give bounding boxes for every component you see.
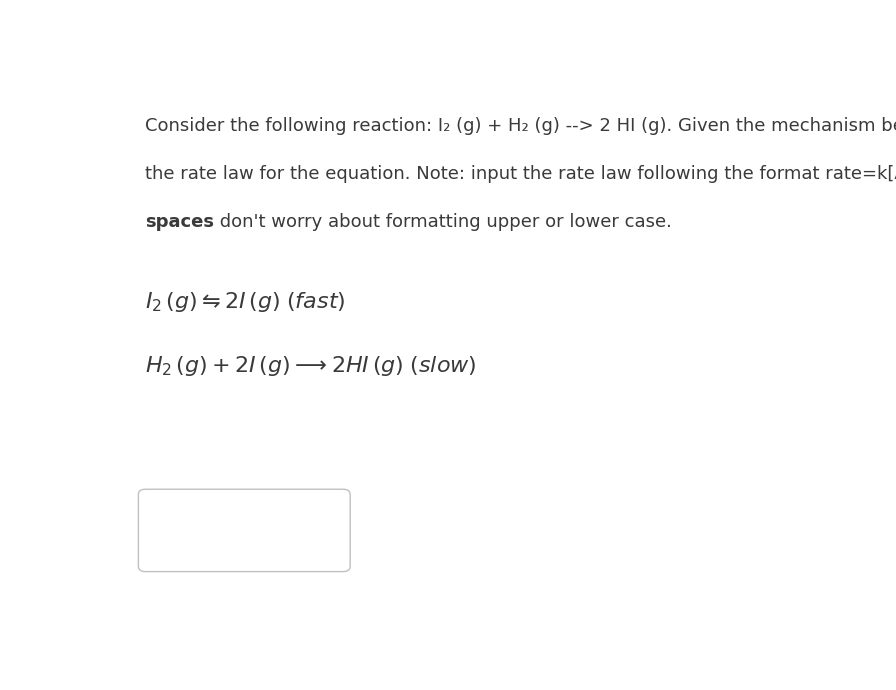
- Text: the rate law for the equation. Note: input the rate law following the format rat: the rate law for the equation. Note: inp…: [145, 165, 896, 183]
- Text: don't worry about formatting upper or lower case.: don't worry about formatting upper or lo…: [214, 213, 672, 231]
- FancyBboxPatch shape: [138, 489, 350, 571]
- Text: Consider the following reaction: I₂ (g) + H₂ (g) --> 2 HI (g). Given the mechani: Consider the following reaction: I₂ (g) …: [145, 117, 896, 135]
- Text: spaces: spaces: [145, 213, 214, 231]
- Text: $H_2\,(g) + 2I\,(g) \longrightarrow 2HI\,(g)\;(slow)$: $H_2\,(g) + 2I\,(g) \longrightarrow 2HI\…: [145, 354, 477, 377]
- Text: $I_2\,(g) \leftrightharpoons 2I\,(g)\;(fast)$: $I_2\,(g) \leftrightharpoons 2I\,(g)\;(f…: [145, 290, 346, 314]
